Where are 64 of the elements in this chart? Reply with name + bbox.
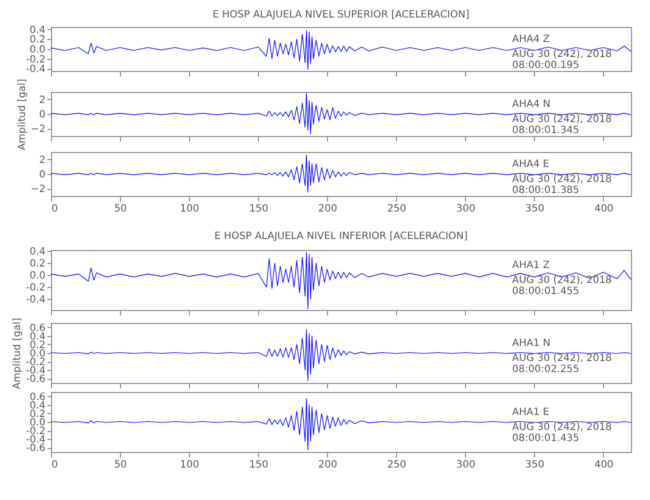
annotation: AUG 30 (242), 2018	[512, 174, 612, 185]
annotation: AHA4 E	[512, 159, 550, 170]
line-series	[51, 252, 631, 310]
x-tick-label: 200	[318, 460, 338, 470]
annotation: AHA1 E	[512, 407, 550, 418]
y-tick-label: 0.0	[30, 44, 46, 56]
chart-title: E HOSP ALAJUELA NIVEL SUPERIOR [ACELERACION]	[212, 9, 470, 20]
annotation: 08:00:01.435	[512, 433, 580, 444]
y-tick-label: 0.4	[30, 24, 46, 36]
x-tick-label: 0	[52, 204, 58, 214]
line-series	[51, 154, 631, 193]
annotation: 08:00:01.385	[512, 185, 580, 196]
annotation: AHA4 Z	[512, 34, 550, 45]
y-tick-label: 0.0	[30, 270, 46, 282]
y-tick-label: -0.6	[26, 443, 46, 454]
line-series	[51, 30, 631, 70]
x-tick-label: 0	[52, 460, 58, 470]
y-tick-label: −2	[30, 184, 46, 196]
line-series	[51, 93, 631, 134]
annotation: AHA1 N	[512, 338, 550, 349]
line-series	[51, 398, 631, 450]
y-tick-label: -0.6	[26, 374, 46, 386]
y-tick-label: 2	[39, 94, 46, 106]
x-tick-label: 50	[114, 204, 127, 214]
x-tick-label: 150	[249, 204, 268, 214]
y-tick-label: 0	[39, 110, 46, 120]
line-series	[51, 329, 631, 382]
x-tick-label: 300	[456, 460, 476, 470]
y-tick-label: 0.2	[30, 258, 46, 270]
y-axis-title: Amplitud [gal]	[12, 318, 23, 390]
y-tick-label: 2	[39, 154, 46, 166]
x-tick-label: 350	[525, 204, 544, 214]
annotation: 08:00:01.455	[512, 286, 580, 298]
y-tick-label: −2	[30, 124, 46, 136]
x-tick-label: 100	[180, 204, 200, 214]
y-tick-label: -0.2	[26, 282, 46, 294]
y-tick-label: 0.2	[30, 34, 46, 46]
x-tick-label: 200	[318, 204, 338, 214]
y-tick-label: 0.4	[30, 246, 46, 258]
y-tick-label: -0.4	[26, 294, 46, 306]
x-tick-label: 50	[114, 460, 127, 470]
annotation: AUG 30 (242), 2018	[512, 49, 612, 60]
y-tick-label: -0.2	[26, 54, 46, 66]
annotation: AUG 30 (242), 2018	[512, 275, 612, 286]
y-tick-label: 0	[39, 170, 46, 180]
chart-title: E HOSP ALAJUELA NIVEL INFERIOR [ACELERACION]	[214, 231, 468, 242]
x-tick-label: 350	[525, 460, 544, 470]
x-tick-label: 100	[180, 460, 200, 470]
y-axis-title: Amplitud [gal]	[16, 78, 28, 150]
annotation: AHA1 Z	[512, 260, 550, 272]
x-tick-label: 400	[594, 204, 614, 214]
annotation: AHA4 N	[512, 99, 550, 110]
x-tick-label: 300	[456, 204, 476, 214]
x-tick-label: 400	[594, 460, 614, 470]
x-tick-label: 250	[387, 460, 406, 470]
annotation: 08:00:01.345	[512, 125, 580, 136]
annotation: AUG 30 (242), 2018	[512, 422, 612, 433]
annotation: AUG 30 (242), 2018	[512, 114, 612, 125]
annotation: 08:00:02.255	[512, 364, 580, 375]
x-tick-label: 250	[387, 204, 406, 214]
annotation: 08:00:00.195	[512, 60, 580, 71]
annotation: AUG 30 (242), 2018	[512, 353, 612, 364]
x-tick-label: 150	[249, 460, 268, 470]
y-tick-label: -0.4	[26, 64, 46, 76]
